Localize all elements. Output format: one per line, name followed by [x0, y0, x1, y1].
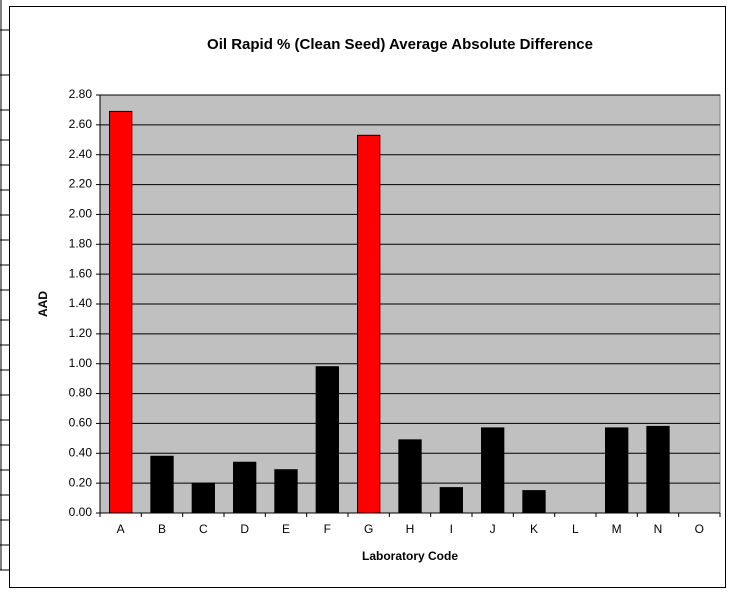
bar: [233, 461, 257, 514]
x-tick-label: M: [612, 522, 622, 536]
y-tick-label: 1.60: [69, 266, 93, 280]
y-tick-label: 0.60: [69, 416, 93, 430]
y-tick-label: 0.20: [69, 475, 93, 489]
y-tick-label: 2.20: [69, 177, 93, 191]
bar: [274, 469, 298, 514]
y-tick-label: 2.60: [69, 117, 93, 131]
y-tick-label: 2.00: [69, 207, 93, 221]
y-tick-label: 0.00: [69, 505, 93, 519]
table-fragment: [0, 0, 9, 571]
y-tick-label: 1.40: [69, 296, 93, 310]
x-axis-label: Laboratory Code: [362, 549, 458, 563]
bar: [109, 110, 133, 514]
y-tick-label: 0.80: [69, 386, 93, 400]
x-tick-label: O: [695, 522, 704, 536]
x-tick-label: H: [406, 522, 415, 536]
x-tick-label: K: [530, 522, 538, 536]
x-tick-label: N: [654, 522, 663, 536]
y-tick-label: 1.00: [69, 356, 93, 370]
y-tick-label: 2.80: [69, 87, 93, 101]
y-axis-label: AAD: [36, 291, 50, 317]
bar: [481, 427, 505, 514]
x-tick-label: G: [364, 522, 373, 536]
bar: [646, 425, 670, 514]
y-tick-label: 0.40: [69, 445, 93, 459]
y-tick-label: 1.20: [69, 326, 93, 340]
bar: [315, 366, 339, 514]
bar: [357, 134, 381, 514]
bar: [605, 427, 629, 514]
x-tick-label: B: [158, 522, 166, 536]
x-tick-label: I: [450, 522, 453, 536]
x-tick-label: F: [324, 522, 331, 536]
bar: [439, 487, 463, 514]
x-tick-label: D: [240, 522, 249, 536]
x-tick-label: C: [199, 522, 208, 536]
x-tick-label: J: [490, 522, 496, 536]
x-tick-label: L: [572, 522, 579, 536]
bar: [398, 439, 422, 514]
x-tick-label: A: [117, 522, 125, 536]
bar: [522, 490, 546, 514]
bar: [150, 455, 174, 514]
chart-title: Oil Rapid % (Clean Seed) Average Absolut…: [207, 36, 593, 53]
bar: [191, 482, 215, 514]
y-tick-label: 1.80: [69, 236, 93, 250]
x-tick-label: E: [282, 522, 290, 536]
y-tick-label: 2.40: [69, 147, 93, 161]
